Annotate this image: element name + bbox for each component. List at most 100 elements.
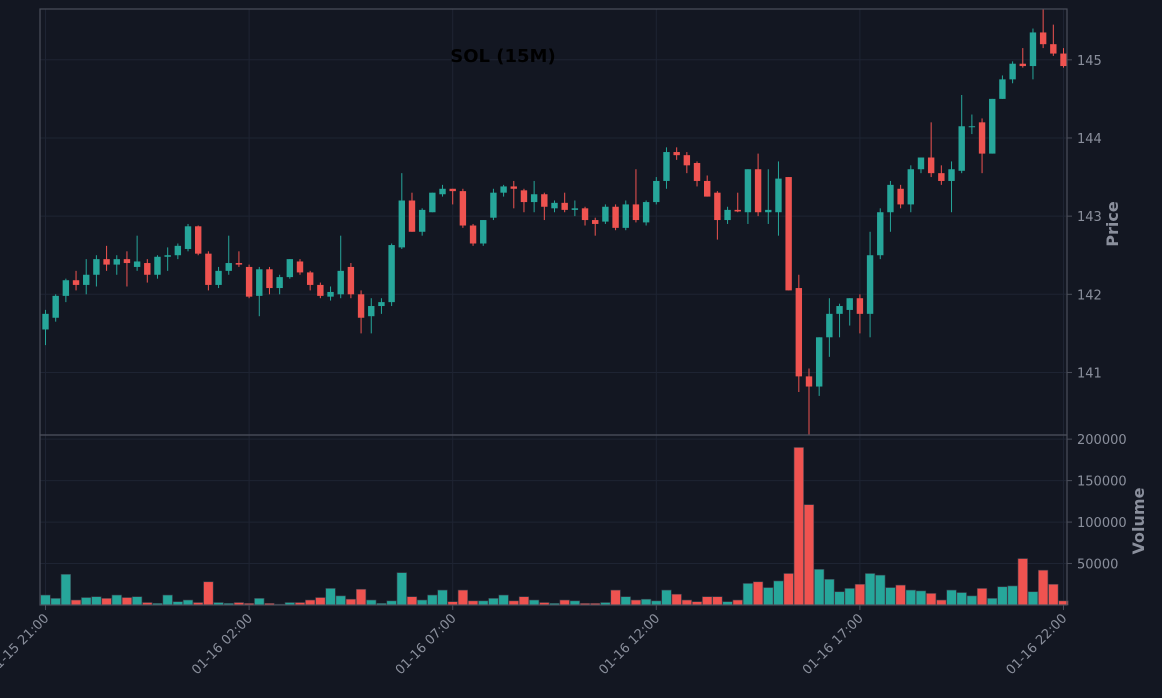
volume-bar: [844, 588, 855, 606]
candle-body: [968, 126, 976, 128]
candle-body: [235, 263, 243, 265]
grid-lines: [40, 9, 1067, 605]
candle-body: [612, 206, 619, 228]
volume-bar: [508, 600, 519, 606]
candle-body: [581, 208, 589, 221]
volume-bar: [875, 574, 886, 606]
volume-bar: [1027, 591, 1039, 606]
volume-bar: [905, 589, 916, 606]
candle-body: [551, 202, 558, 209]
candle-body: [164, 255, 171, 257]
candle-body: [887, 184, 894, 213]
candle-body: [866, 255, 874, 314]
candle-body: [877, 212, 884, 256]
volume-tick-label: 50000: [1077, 558, 1118, 573]
volume-bar: [40, 594, 51, 606]
candle-body: [256, 269, 263, 296]
candle-body: [826, 313, 833, 338]
volume-bar: [396, 572, 407, 606]
candle-body: [897, 188, 904, 205]
candle-body: [439, 188, 446, 195]
candle-body: [653, 180, 660, 203]
volume-tick-label: 100000: [1077, 516, 1127, 531]
candle-body: [602, 206, 609, 222]
candle-body: [805, 376, 813, 387]
volume-bar: [864, 573, 876, 606]
candle-body: [1009, 63, 1016, 80]
candle-body: [642, 202, 650, 223]
candle-body: [927, 157, 935, 174]
volume-bar: [335, 595, 346, 606]
candle-body: [958, 126, 965, 171]
candle-body: [907, 169, 914, 205]
volume-bar: [467, 600, 479, 606]
volume-bar: [681, 599, 692, 606]
candle-body: [846, 298, 853, 310]
candle-body: [42, 313, 49, 330]
candle-body: [133, 261, 141, 267]
candle-body: [622, 204, 629, 228]
volume-bars: [40, 447, 1069, 606]
candle-body: [347, 266, 355, 295]
volume-bar: [834, 591, 845, 606]
volume-bar: [417, 599, 428, 606]
candle-body: [510, 186, 517, 189]
volume-tick-label: 150000: [1077, 475, 1127, 490]
volume-bar: [936, 599, 947, 606]
candle-body: [266, 269, 273, 289]
volume-bar: [132, 596, 143, 606]
volume-bar: [70, 599, 82, 606]
volume-bar: [437, 589, 448, 606]
volume-bar: [783, 573, 794, 606]
volume-bar: [946, 589, 957, 606]
candle-body: [978, 122, 986, 154]
volume-bar: [1017, 558, 1028, 606]
candle-body: [398, 200, 405, 248]
candle-body: [663, 152, 670, 181]
candle-body: [306, 272, 314, 285]
candle-body: [378, 302, 385, 307]
candle-body: [215, 270, 222, 285]
volume-bar: [763, 587, 774, 606]
volume-bar: [966, 595, 977, 606]
candle-body: [72, 280, 80, 285]
volume-bar: [518, 596, 530, 606]
volume-bar: [529, 599, 540, 606]
candle-body: [83, 274, 90, 285]
candle-body: [989, 98, 996, 154]
candle-body: [541, 194, 548, 207]
volume-bar: [457, 589, 468, 606]
volume-bar: [742, 583, 754, 606]
volume-bar: [60, 574, 71, 606]
volume-bar: [488, 598, 499, 606]
volume-bar: [366, 599, 377, 606]
price-tick-label: 142: [1077, 288, 1102, 303]
volume-bar: [824, 578, 835, 606]
volume-panel-frame: [39, 434, 1068, 606]
volume-bar: [854, 583, 865, 606]
volume-bar: [671, 593, 682, 606]
candle-body: [520, 190, 528, 203]
volume-bar: [91, 596, 102, 606]
volume-bar: [702, 596, 713, 606]
candle-body: [123, 259, 131, 264]
candle-body: [276, 277, 283, 289]
price-tick-label: 144: [1077, 132, 1102, 147]
volume-bar: [121, 597, 133, 606]
candle-body: [754, 169, 762, 213]
candle-body: [459, 191, 467, 226]
volume-bar: [976, 588, 988, 606]
candle-body: [856, 298, 864, 314]
candle-body: [429, 192, 436, 213]
volume-bar: [803, 504, 815, 606]
candle-body: [388, 245, 395, 303]
candle-body: [785, 177, 792, 291]
volume-bar: [773, 580, 784, 606]
candle-body: [530, 194, 538, 203]
candle-body: [469, 225, 477, 244]
candle-body: [1019, 63, 1026, 67]
candle-body: [103, 259, 110, 265]
